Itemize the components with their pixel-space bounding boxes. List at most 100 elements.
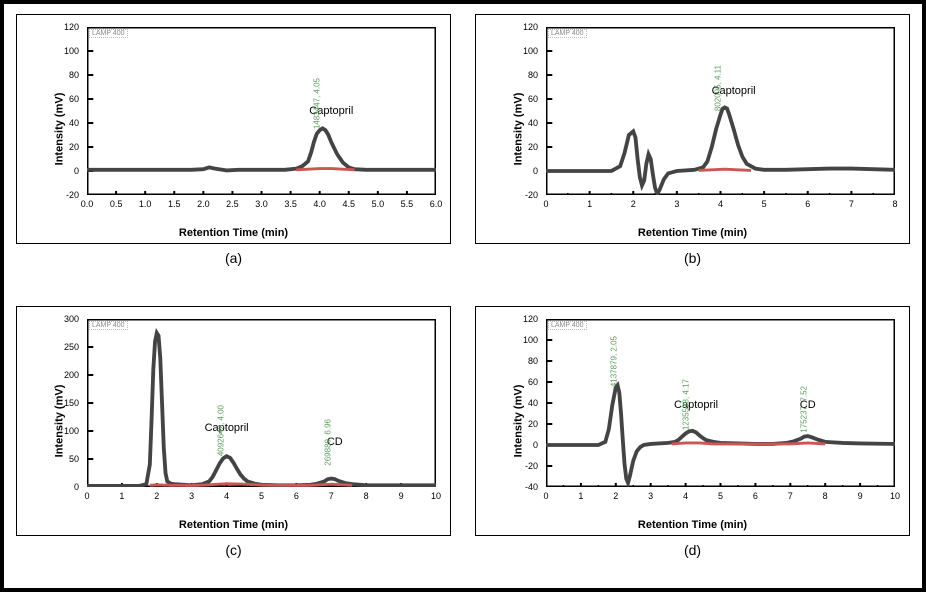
y-tick-label: 100 xyxy=(64,426,79,436)
y-tick-label: 80 xyxy=(528,356,538,366)
x-tick-label: 1.0 xyxy=(139,199,152,209)
x-tick-label: 6 xyxy=(805,199,810,209)
peak-value-label: 1235538, 4.17 xyxy=(681,379,690,430)
lamp-label: LAMP 400 xyxy=(548,321,587,330)
y-tick-label: 40 xyxy=(528,398,538,408)
x-axis-label: Retention Time (min) xyxy=(179,227,288,239)
y-tick-label: 250 xyxy=(64,342,79,352)
plot-area: LAMP 400Captopril802095, 4.11 xyxy=(546,27,895,195)
lamp-label: LAMP 400 xyxy=(89,29,128,38)
peak-value-label: 269880, 6.96 xyxy=(323,419,332,466)
chromatogram-panel-d: Intensity (mV)Retention Time (min)LAMP 4… xyxy=(475,306,910,536)
y-tick-label: 300 xyxy=(64,314,79,324)
y-tick-label: 20 xyxy=(528,142,538,152)
subcaption: (d) xyxy=(684,542,701,558)
x-tick-label: 10 xyxy=(890,491,900,501)
x-tick-label: 5.0 xyxy=(372,199,385,209)
y-tick-label: 0 xyxy=(74,166,79,176)
x-tick-label: 1.5 xyxy=(168,199,181,209)
chromatogram-panel-b: Intensity (mV)Retention Time (min)LAMP 4… xyxy=(475,14,910,244)
x-tick-label: 5 xyxy=(259,491,264,501)
x-tick-label: 8 xyxy=(892,199,897,209)
x-tick-label: 4.0 xyxy=(313,199,326,209)
y-tick-label: 40 xyxy=(69,118,79,128)
panel-cell-c: Intensity (mV)Retention Time (min)LAMP 4… xyxy=(4,296,463,588)
x-tick-label: 0 xyxy=(543,199,548,209)
x-tick-label: 9 xyxy=(858,491,863,501)
lamp-label: LAMP 400 xyxy=(548,29,587,38)
x-tick-label: 7 xyxy=(788,491,793,501)
plot-area: LAMP 400CaptoprilCD4092642, 4.00269880, … xyxy=(87,319,436,487)
panel-cell-a: Intensity (mV)Retention Time (min)LAMP 4… xyxy=(4,4,463,296)
x-tick-label: 2 xyxy=(154,491,159,501)
x-tick-label: 4 xyxy=(224,491,229,501)
peak-value-label: 1483447, 4.05 xyxy=(312,78,321,129)
x-tick-label: 1 xyxy=(587,199,592,209)
x-tick-label: 7 xyxy=(849,199,854,209)
x-tick-label: 1 xyxy=(578,491,583,501)
y-tick-label: 40 xyxy=(528,118,538,128)
x-tick-label: 6 xyxy=(294,491,299,501)
y-tick-label: 120 xyxy=(64,22,79,32)
peak-value-label: 175237, 7.52 xyxy=(800,386,809,433)
x-axis-label: Retention Time (min) xyxy=(638,227,747,239)
x-tick-label: 3.0 xyxy=(255,199,268,209)
y-tick-label: -20 xyxy=(525,190,538,200)
x-tick-label: 5.5 xyxy=(401,199,414,209)
peak-value-label: 4092642, 4.00 xyxy=(217,405,226,456)
chromatogram-panel-a: Intensity (mV)Retention Time (min)LAMP 4… xyxy=(16,14,451,244)
y-tick-label: -40 xyxy=(525,482,538,492)
x-tick-label: 3.5 xyxy=(284,199,297,209)
x-tick-label: 2.0 xyxy=(197,199,210,209)
y-tick-label: 150 xyxy=(64,398,79,408)
x-tick-label: 6 xyxy=(753,491,758,501)
y-tick-label: 0 xyxy=(74,482,79,492)
x-tick-label: 0 xyxy=(84,491,89,501)
x-tick-label: 5 xyxy=(762,199,767,209)
x-tick-label: 2 xyxy=(613,491,618,501)
plot-area: LAMP 400Captopril1483447, 4.05 xyxy=(87,27,436,195)
x-tick-label: 3 xyxy=(674,199,679,209)
y-tick-label: 20 xyxy=(528,419,538,429)
peak-value-label: 4137879, 2.05 xyxy=(610,336,619,387)
x-tick-label: 3 xyxy=(189,491,194,501)
x-tick-label: 1 xyxy=(119,491,124,501)
peak-annotation: Captopril xyxy=(205,422,249,434)
y-tick-label: 0 xyxy=(533,166,538,176)
panel-grid: Intensity (mV)Retention Time (min)LAMP 4… xyxy=(4,4,922,588)
y-tick-label: 20 xyxy=(69,142,79,152)
y-tick-label: 80 xyxy=(69,70,79,80)
y-tick-label: 0 xyxy=(533,440,538,450)
x-axis-label: Retention Time (min) xyxy=(638,519,747,531)
subcaption: (c) xyxy=(225,542,241,558)
x-tick-label: 8 xyxy=(823,491,828,501)
x-tick-label: 4.5 xyxy=(342,199,355,209)
y-tick-label: -20 xyxy=(66,190,79,200)
plot-area: LAMP 400CaptoprilCD4137879, 2.051235538,… xyxy=(546,319,895,487)
peak-value-label: 802095, 4.11 xyxy=(714,65,723,111)
x-tick-label: 0 xyxy=(543,491,548,501)
x-tick-label: 2 xyxy=(631,199,636,209)
y-tick-label: -20 xyxy=(525,461,538,471)
y-tick-label: 120 xyxy=(523,22,538,32)
y-tick-label: 60 xyxy=(69,94,79,104)
x-tick-label: 8 xyxy=(364,491,369,501)
y-tick-label: 120 xyxy=(523,314,538,324)
y-tick-label: 60 xyxy=(528,94,538,104)
y-tick-label: 80 xyxy=(528,70,538,80)
y-tick-label: 60 xyxy=(528,377,538,387)
x-tick-label: 0.5 xyxy=(110,199,123,209)
x-axis-label: Retention Time (min) xyxy=(179,519,288,531)
x-tick-label: 0.0 xyxy=(81,199,94,209)
x-tick-label: 4 xyxy=(683,491,688,501)
y-tick-label: 100 xyxy=(64,46,79,56)
subcaption: (a) xyxy=(225,250,242,266)
x-tick-label: 7 xyxy=(329,491,334,501)
y-tick-label: 200 xyxy=(64,370,79,380)
figure-frame: Intensity (mV)Retention Time (min)LAMP 4… xyxy=(0,0,926,592)
y-tick-label: 100 xyxy=(523,46,538,56)
x-tick-label: 2.5 xyxy=(226,199,239,209)
x-tick-label: 3 xyxy=(648,491,653,501)
lamp-label: LAMP 400 xyxy=(89,321,128,330)
x-tick-label: 10 xyxy=(431,491,441,501)
